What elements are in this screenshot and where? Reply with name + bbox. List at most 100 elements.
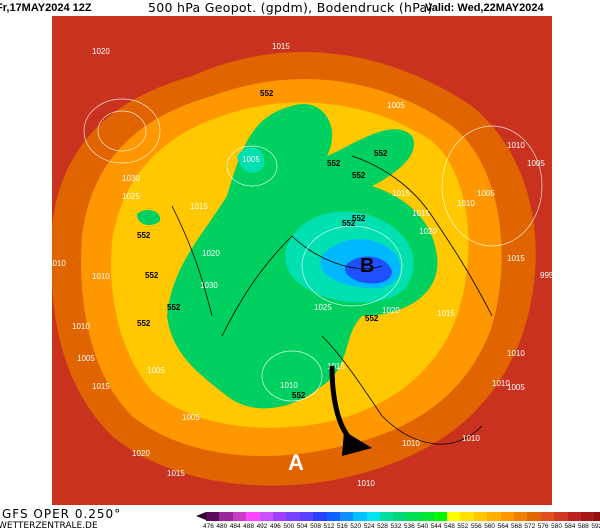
svg-text:1010: 1010 [280,381,298,390]
svg-text:552: 552 [260,89,274,98]
valid-time: Valid: Wed,22MAY2024 [425,2,544,14]
svg-text:1005: 1005 [387,101,405,110]
svg-text:1010: 1010 [462,434,480,443]
svg-text:1005: 1005 [527,159,545,168]
svg-text:1005: 1005 [77,354,95,363]
isobar-lines [83,98,543,402]
colorbar-label: 524 [363,523,375,530]
svg-text:1005: 1005 [507,383,525,392]
colorbar-label: 508 [310,523,321,530]
colorbar-swatch [339,512,354,521]
colorbar-label: 560 [484,523,496,530]
colorbar-label: 480 [216,523,228,530]
colorbar-label: 528 [377,523,388,530]
contour-544-b [237,147,265,173]
svg-text:1010: 1010 [492,379,510,388]
low-pressure-label: B [360,255,374,277]
colorbar-label: 496 [269,523,281,530]
colorbar-swatch [393,512,407,521]
svg-text:1025: 1025 [314,303,332,312]
contour-552-small [137,210,161,226]
coastlines [171,155,493,445]
colorbar-swatch [527,512,541,521]
colorbar-swatch [246,512,260,521]
svg-text:1020: 1020 [132,449,150,458]
colorbar-label: 512 [323,523,335,530]
svg-text:1015: 1015 [507,254,525,263]
colorbar-swatch [580,512,595,521]
svg-text:1020: 1020 [382,306,400,315]
svg-text:1010: 1010 [507,141,525,150]
colorbar-swatch [380,512,394,521]
svg-text:1010: 1010 [402,439,420,448]
site-label: WETTERZENTRALE.DE [0,521,98,531]
svg-text:1015: 1015 [190,202,208,211]
colorbar-label: 540 [417,523,429,530]
colorbar-label: 520 [350,523,362,530]
svg-text:552: 552 [137,319,151,328]
colorbar-label: 504 [296,523,308,530]
svg-text:1010: 1010 [92,272,110,281]
svg-text:552: 552 [352,171,366,180]
svg-text:1015: 1015 [327,362,345,371]
svg-text:552: 552 [167,303,181,312]
colorbar-label: 556 [470,523,482,530]
colorbar-label: 568 [510,523,522,530]
svg-text:1015: 1015 [167,469,185,478]
colorbar-label: 564 [497,523,509,530]
chart-title: 500 hPa Geopot. (gpdm), Bodendruck (hPa) [148,0,433,15]
colorbar-label: 592 [591,523,600,530]
run-time: Fr,17MAY2024 12Z [0,2,92,14]
colorbar-label: 492 [256,523,268,530]
svg-text:1030: 1030 [200,281,218,290]
colorbar-swatch [406,512,421,521]
svg-text:995: 995 [540,271,552,280]
svg-text:552: 552 [342,219,356,228]
contour-528 [345,256,392,284]
svg-text:1010: 1010 [52,259,66,268]
colorbar-swatch [206,512,220,521]
colorbar-label: 476 [203,523,214,530]
colorbar-swatch [473,512,488,521]
svg-text:1010: 1010 [357,479,375,488]
colorbar-swatch [219,512,233,521]
colorbar-label: 536 [403,523,415,530]
svg-text:1010: 1010 [72,322,90,331]
colorbar-label: 580 [551,523,563,530]
svg-text:552: 552 [145,271,159,280]
colorbar-label: 552 [457,523,469,530]
colorbar-label: 588 [577,523,589,530]
svg-text:1015: 1015 [272,42,290,51]
svg-text:552: 552 [374,149,388,158]
svg-text:1020: 1020 [92,47,110,56]
svg-text:1015: 1015 [437,309,455,318]
svg-text:1030: 1030 [122,174,140,183]
colorbar-labels: 476 480 484 488 492 496 500 504 508 512 516 520 524 5… [203,523,600,530]
high-pressure-label: A [288,450,304,475]
colorbar-swatch [594,512,600,521]
svg-text:1015: 1015 [392,189,410,198]
svg-text:552: 552 [327,159,341,168]
trajectory-arrow-icon [329,365,372,456]
colorbar-swatch [353,512,367,521]
svg-text:552: 552 [292,391,306,400]
colorbar-swatch [487,512,501,521]
isobar-labels: 1020 1030 1025 1020 1010 1010 1005 1015 … [52,42,552,488]
colorbar-swatch [513,512,528,521]
colorbar [196,512,600,521]
svg-text:1020: 1020 [419,227,437,236]
colorbar-label: 516 [336,523,348,530]
colorbar-swatch [272,512,287,521]
colorbar-swatch [420,512,434,521]
colorbar-swatch [299,512,314,521]
colorbar-swatch [259,512,273,521]
svg-text:1005: 1005 [182,413,200,422]
model-label: GFS OPER 0.250° [2,507,122,521]
svg-text:1005: 1005 [477,189,495,198]
svg-text:552: 552 [352,214,366,223]
colorbar-label: 572 [524,523,536,530]
colorbar-swatch [540,512,555,521]
colorbar-label: 500 [283,523,295,530]
colorbar-swatch [460,512,474,521]
colorbar-label: 584 [564,523,576,530]
